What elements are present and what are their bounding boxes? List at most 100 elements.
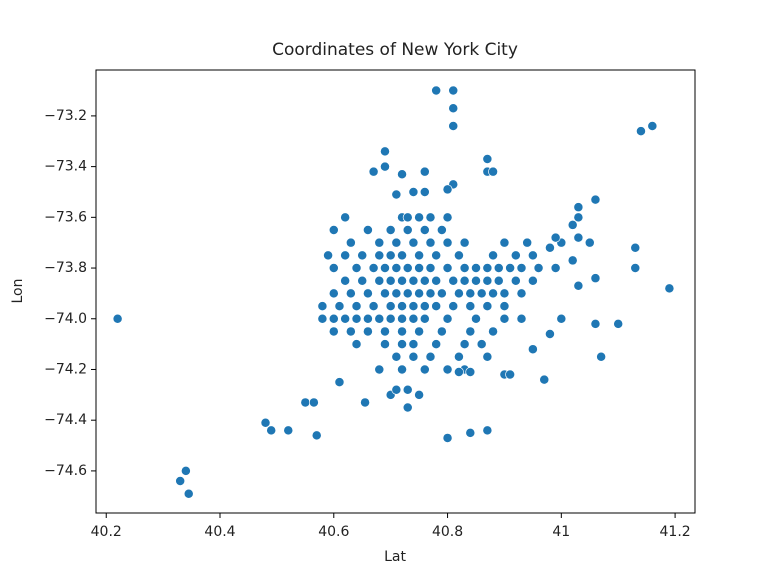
point: [345, 326, 356, 337]
point: [482, 263, 493, 273]
point: [408, 351, 419, 362]
point: [493, 275, 504, 286]
point: [465, 367, 476, 377]
point: [482, 275, 493, 286]
point: [505, 369, 516, 380]
point: [516, 313, 527, 324]
point: [516, 288, 527, 299]
point: [351, 339, 362, 350]
point: [391, 351, 402, 362]
point: [499, 301, 510, 312]
y-tick-label: −74.0: [44, 311, 87, 327]
point: [448, 103, 459, 114]
point: [340, 212, 351, 223]
point: [402, 212, 413, 223]
y-tick-label: −73.2: [44, 108, 87, 124]
point: [590, 194, 601, 205]
point: [328, 225, 339, 235]
point: [527, 275, 538, 286]
point: [385, 250, 396, 261]
point: [550, 263, 561, 273]
point: [414, 263, 425, 273]
point: [442, 184, 453, 195]
point: [380, 263, 390, 273]
point: [419, 313, 430, 324]
point: [573, 280, 584, 291]
point: [442, 313, 453, 324]
point: [328, 288, 339, 299]
point: [414, 326, 425, 337]
point: [573, 202, 584, 213]
point: [380, 339, 390, 350]
point: [510, 275, 521, 286]
point: [351, 263, 362, 273]
point: [544, 242, 555, 253]
point: [465, 288, 476, 299]
point: [351, 313, 362, 324]
point: [476, 288, 487, 299]
point: [664, 283, 675, 294]
point: [425, 351, 436, 362]
point: [317, 313, 328, 324]
point: [408, 275, 419, 286]
point: [419, 225, 430, 235]
point: [459, 237, 470, 248]
point: [482, 351, 493, 362]
point: [425, 212, 436, 223]
point: [459, 263, 470, 273]
point: [630, 263, 641, 273]
point: [448, 275, 459, 286]
point: [334, 301, 345, 312]
y-tick-label: −74.2: [44, 361, 87, 377]
point: [488, 166, 499, 177]
point: [374, 237, 385, 248]
point: [527, 250, 538, 261]
point: [488, 326, 499, 337]
point: [573, 212, 584, 223]
x-tick-label: 40.2: [91, 524, 122, 540]
point: [402, 225, 413, 235]
point: [544, 329, 555, 339]
point: [368, 301, 379, 312]
point: [402, 263, 413, 273]
point: [613, 318, 624, 329]
point: [360, 397, 371, 408]
point: [453, 250, 464, 261]
point: [476, 339, 487, 350]
point: [391, 237, 402, 248]
point: [385, 301, 396, 312]
point: [357, 275, 368, 286]
point: [317, 301, 328, 312]
point: [590, 273, 601, 284]
point: [482, 425, 493, 436]
point: [453, 288, 464, 299]
x-tick-label: 40.4: [204, 524, 235, 540]
point: [482, 301, 493, 312]
point: [465, 326, 476, 337]
point: [556, 313, 567, 324]
point: [385, 313, 396, 324]
point: [397, 250, 407, 261]
chart-title: Coordinates of New York City: [272, 40, 518, 60]
point: [374, 275, 385, 286]
point: [323, 250, 334, 261]
point: [425, 263, 436, 273]
point: [391, 263, 402, 273]
point: [397, 169, 407, 180]
point: [414, 212, 425, 223]
point: [340, 250, 351, 261]
point: [357, 250, 368, 261]
point: [510, 250, 521, 261]
point: [471, 263, 481, 273]
point: [408, 313, 419, 324]
point: [362, 225, 373, 235]
point: [459, 275, 470, 286]
point: [567, 219, 578, 230]
point: [425, 237, 436, 248]
point: [448, 301, 459, 312]
point: [300, 397, 311, 408]
point: [630, 242, 641, 253]
point: [408, 339, 419, 350]
y-tick-label: −74.6: [44, 463, 87, 479]
point: [647, 121, 658, 131]
